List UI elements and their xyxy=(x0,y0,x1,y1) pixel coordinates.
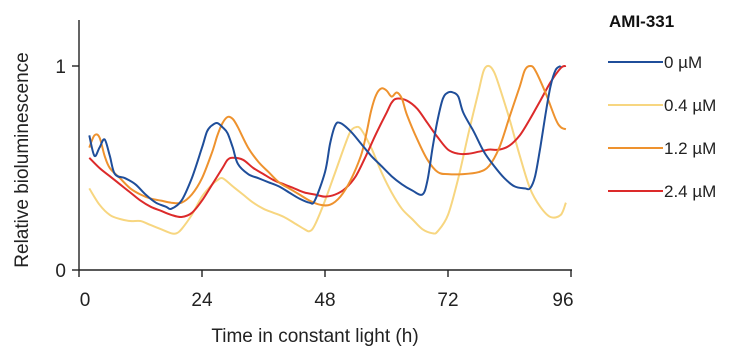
series-layer xyxy=(88,64,567,235)
x-tick-label-72: 72 xyxy=(437,290,458,311)
legend-item-2: 1.2 µM xyxy=(608,139,716,158)
y-axis-title: Relative bioluminescence xyxy=(12,52,33,267)
legend-label-3: 2.4 µM xyxy=(664,182,716,201)
legend-label-0: 0 µM xyxy=(664,53,702,72)
legend-label-1: 0.4 µM xyxy=(664,96,716,115)
series-line-1 xyxy=(88,64,567,235)
legend-item-3: 2.4 µM xyxy=(608,182,716,201)
y-tick-label-1: 1 xyxy=(55,57,66,78)
legend: AMI-331 0 µM 0.4 µM 1.2 µM 2.4 µM xyxy=(608,12,716,201)
series-line-3 xyxy=(88,65,567,219)
legend-item-1: 0.4 µM xyxy=(608,96,716,115)
x-tick-label-48: 48 xyxy=(314,290,335,311)
x-tick-label-96: 96 xyxy=(552,290,573,311)
x-tick-label-24: 24 xyxy=(191,290,213,311)
series-line-0 xyxy=(88,65,562,211)
plot-area: 0 1 0 24 48 72 96 Time in constant light… xyxy=(12,20,574,347)
legend-item-0: 0 µM xyxy=(608,53,702,72)
x-axis-title: Time in constant light (h) xyxy=(211,326,418,347)
x-tick-label-0: 0 xyxy=(80,290,91,311)
series-line-2 xyxy=(88,64,567,207)
y-tick-label-0: 0 xyxy=(55,261,66,282)
legend-label-2: 1.2 µM xyxy=(664,139,716,158)
legend-title: AMI-331 xyxy=(609,12,674,31)
